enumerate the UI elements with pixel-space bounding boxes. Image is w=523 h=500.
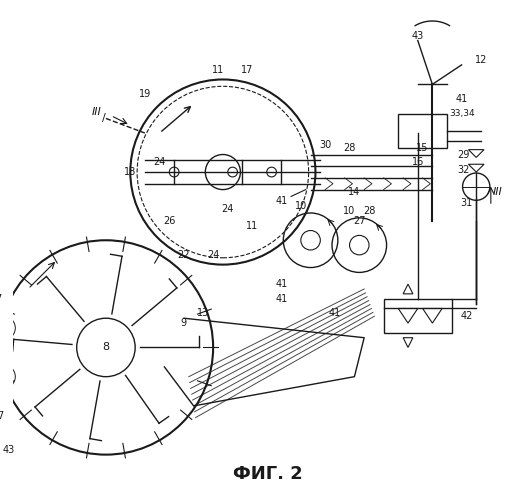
Text: ФИГ. 2: ФИГ. 2 (233, 465, 303, 483)
Text: 41: 41 (275, 279, 288, 289)
Text: 19: 19 (139, 89, 151, 99)
Text: 24: 24 (207, 250, 219, 260)
Text: 7: 7 (0, 410, 4, 420)
Text: 41: 41 (275, 294, 288, 304)
Text: III: III (493, 186, 503, 196)
Text: 17: 17 (241, 64, 254, 74)
Text: 7: 7 (0, 294, 2, 304)
Text: 10: 10 (344, 206, 356, 216)
Text: 11: 11 (246, 220, 258, 230)
Text: 10: 10 (294, 201, 307, 211)
Text: 43: 43 (412, 30, 424, 40)
Text: 28: 28 (344, 142, 356, 152)
Text: 30: 30 (319, 140, 331, 150)
Text: III: III (92, 106, 101, 117)
Text: 16: 16 (412, 158, 424, 168)
Text: 15: 15 (416, 142, 429, 152)
Text: 42: 42 (460, 312, 473, 322)
Text: 41: 41 (329, 308, 341, 318)
Text: 33,34: 33,34 (449, 109, 474, 118)
Text: 31: 31 (460, 198, 473, 208)
Text: /: / (102, 114, 106, 124)
Text: 11: 11 (212, 64, 224, 74)
Text: 43: 43 (3, 445, 15, 455)
Text: 28: 28 (363, 206, 375, 216)
Text: 29: 29 (458, 150, 470, 160)
Text: 9: 9 (181, 318, 187, 328)
Text: 22: 22 (178, 250, 190, 260)
Text: 24: 24 (222, 204, 234, 214)
Bar (399, 114, 447, 148)
Text: 18: 18 (124, 167, 137, 177)
Bar (384, 298, 452, 333)
Text: 14: 14 (348, 186, 360, 196)
Text: 41: 41 (275, 196, 288, 206)
Text: 8: 8 (103, 342, 109, 352)
Text: 27: 27 (353, 216, 366, 226)
Text: 13: 13 (197, 308, 210, 318)
Text: 32: 32 (458, 165, 470, 175)
Text: 12: 12 (475, 55, 487, 65)
Text: 41: 41 (456, 94, 468, 104)
Text: 26: 26 (163, 216, 175, 226)
Text: 24: 24 (153, 158, 166, 168)
